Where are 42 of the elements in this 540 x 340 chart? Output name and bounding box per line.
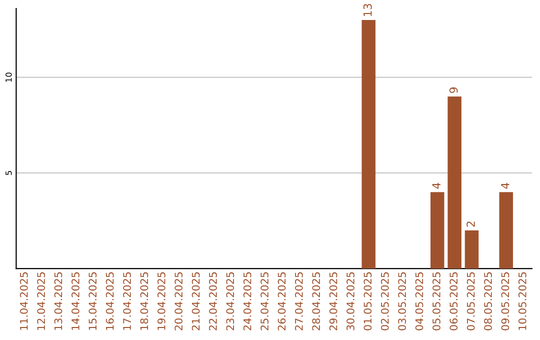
x-tick-label: 30.04.2025 xyxy=(346,272,354,330)
x-tick-label: 05.05.2025 xyxy=(432,272,440,330)
x-tick-label: 23.04.2025 xyxy=(226,272,234,330)
data-label: 4 xyxy=(501,182,510,189)
x-tick-label: 15.04.2025 xyxy=(88,272,97,330)
x-tick-label: 12.04.2025 xyxy=(37,272,46,330)
x-tick-label: 20.04.2025 xyxy=(174,272,183,330)
x-tick-label: 06.05.2025 xyxy=(450,272,458,330)
x-tick-label: 21.04.2025 xyxy=(192,272,200,330)
x-tick-label: 16.04.2025 xyxy=(106,272,114,330)
data-label: 9 xyxy=(449,87,458,93)
x-tick-label: 28.04.2025 xyxy=(312,272,320,330)
data-label: 13 xyxy=(363,4,372,16)
x-tick-label: 07.05.2025 xyxy=(466,272,475,330)
y-tick-label: 5 xyxy=(6,171,12,175)
x-tick-label: 02.05.2025 xyxy=(380,272,389,330)
x-tick-label: 19.04.2025 xyxy=(157,272,166,330)
x-tick-label: 13.04.2025 xyxy=(54,272,62,330)
x-tick-label: 17.04.2025 xyxy=(123,272,131,330)
x-tick-label: 27.04.2025 xyxy=(294,272,303,330)
bar xyxy=(499,192,513,269)
y-tick-label: 10 xyxy=(6,72,12,82)
x-tick-label: 10.05.2025 xyxy=(518,272,526,330)
x-tick-label: 04.05.2025 xyxy=(415,272,424,330)
bar xyxy=(362,20,376,269)
x-tick-label: 14.04.2025 xyxy=(72,272,80,330)
x-tick-label: 22.04.2025 xyxy=(209,272,217,330)
x-tick-label: 01.05.2025 xyxy=(364,272,372,330)
x-tick-label: 24.04.2025 xyxy=(243,272,252,330)
bar xyxy=(464,230,479,269)
x-tick-label: 11.04.2025 xyxy=(20,272,28,330)
bar xyxy=(430,192,444,269)
data-label: 2 xyxy=(466,222,475,227)
x-tick-label: 09.05.2025 xyxy=(501,272,510,330)
x-tick-label: 29.04.2025 xyxy=(329,272,338,330)
x-tick-label: 18.04.2025 xyxy=(140,272,148,330)
x-tick-label: 03.05.2025 xyxy=(398,272,406,330)
x-tick-label: 25.04.2025 xyxy=(260,272,268,330)
x-tick-label: 08.05.2025 xyxy=(484,272,492,330)
bar xyxy=(448,96,462,269)
x-tick-label: 26.04.2025 xyxy=(278,272,286,330)
data-label: 4 xyxy=(432,182,440,189)
